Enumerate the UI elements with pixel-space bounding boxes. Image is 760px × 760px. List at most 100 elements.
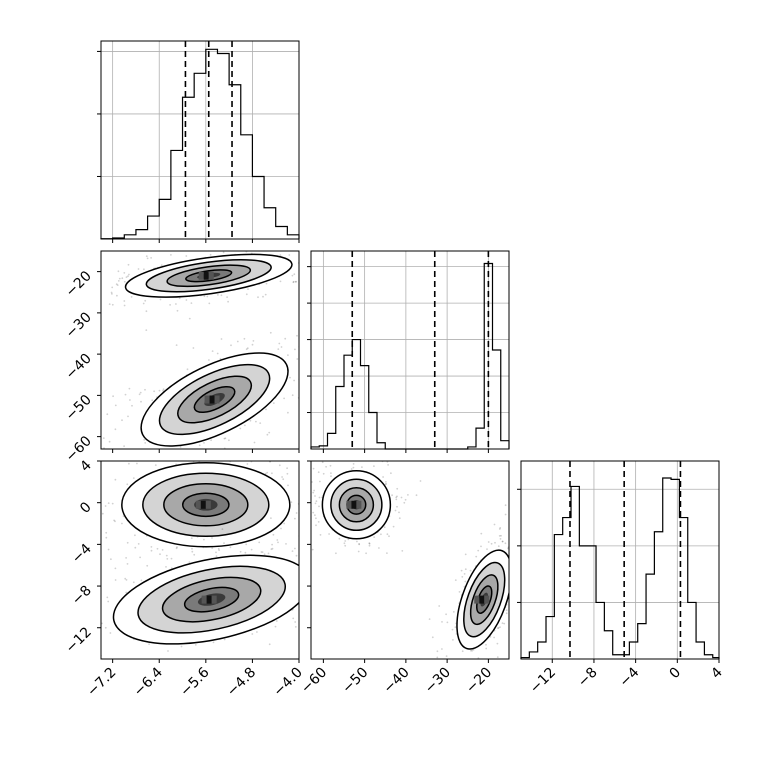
sample-point xyxy=(269,331,272,334)
sample-point xyxy=(496,642,499,645)
sample-point xyxy=(150,458,152,460)
sample-point xyxy=(154,464,157,466)
sample-point xyxy=(235,446,237,448)
sample-point xyxy=(499,527,502,529)
sample-point xyxy=(312,308,314,310)
sample-point xyxy=(287,354,289,356)
density-bin xyxy=(474,595,480,604)
sample-point xyxy=(445,613,447,616)
sample-point xyxy=(208,359,210,361)
sample-point xyxy=(398,551,400,553)
y-tick-label-p3: −12 xyxy=(63,624,95,656)
sample-point xyxy=(245,543,248,546)
sample-point xyxy=(294,348,296,351)
sample-point xyxy=(398,517,401,520)
sample-point xyxy=(111,303,114,306)
sample-point xyxy=(358,543,360,545)
sample-point xyxy=(326,251,328,253)
sample-point xyxy=(311,548,314,551)
sample-point xyxy=(45,609,47,611)
sample-point xyxy=(165,554,168,557)
sample-point xyxy=(47,632,49,634)
sample-point xyxy=(110,558,112,561)
sample-point xyxy=(344,581,346,583)
panel-frame-hist-p2 xyxy=(310,250,510,450)
sample-point xyxy=(166,558,169,560)
sample-point xyxy=(333,252,335,254)
sample-point xyxy=(255,420,257,423)
sample-point xyxy=(269,244,271,246)
sample-point xyxy=(344,540,347,542)
sample-point xyxy=(121,277,124,280)
sample-point xyxy=(359,562,361,564)
y-tick-label-p2: −20 xyxy=(63,268,95,300)
sample-point xyxy=(256,248,258,250)
sample-point xyxy=(387,464,389,466)
sample-point xyxy=(118,450,120,452)
sample-point xyxy=(299,264,301,266)
sample-point xyxy=(118,277,121,280)
sample-point xyxy=(512,577,514,579)
sample-point xyxy=(246,347,249,350)
sample-point xyxy=(185,299,188,301)
sample-point xyxy=(315,500,318,503)
sample-point xyxy=(253,441,256,444)
sample-point xyxy=(126,483,129,486)
sample-point xyxy=(391,494,393,497)
sample-point xyxy=(206,535,209,538)
sample-point xyxy=(330,344,332,346)
sample-point xyxy=(251,459,253,461)
histogram-step-p1 xyxy=(100,48,300,240)
sample-point xyxy=(220,338,223,340)
x-tick-label-p3: 4 xyxy=(708,664,726,682)
sample-point xyxy=(212,451,214,453)
sample-point xyxy=(291,394,294,397)
sample-point xyxy=(330,226,332,228)
sample-point xyxy=(95,502,97,504)
sample-point xyxy=(130,296,133,298)
sample-point xyxy=(111,502,114,505)
sample-point xyxy=(458,663,460,665)
sample-point xyxy=(325,465,327,468)
sample-point xyxy=(280,346,283,348)
sample-point xyxy=(304,261,306,263)
sample-point xyxy=(396,495,398,498)
sample-point xyxy=(350,468,353,470)
sample-point xyxy=(468,672,470,674)
sample-point xyxy=(137,268,140,270)
sample-point xyxy=(251,633,254,635)
sample-point xyxy=(454,626,457,629)
sample-point xyxy=(306,492,308,494)
sample-point xyxy=(526,525,528,527)
sample-point xyxy=(123,280,126,283)
sample-point xyxy=(512,587,514,589)
sample-point xyxy=(494,541,496,544)
sample-point xyxy=(212,641,215,644)
sample-point xyxy=(262,295,264,298)
sample-point xyxy=(361,590,363,592)
sample-point xyxy=(501,622,504,624)
sample-point xyxy=(113,519,115,522)
sample-point xyxy=(327,601,329,603)
sample-point xyxy=(270,548,273,551)
sample-point xyxy=(257,296,259,299)
panel-frame-hist-p3 xyxy=(520,460,720,660)
sample-point xyxy=(148,458,150,460)
sample-point xyxy=(461,677,463,679)
sample-point xyxy=(385,482,388,485)
sample-point xyxy=(301,497,303,499)
sample-point xyxy=(140,400,142,403)
sample-point xyxy=(188,317,191,320)
sample-point xyxy=(446,621,449,624)
sample-point xyxy=(114,567,117,570)
sample-point xyxy=(102,437,105,439)
sample-point xyxy=(124,577,127,580)
sample-point xyxy=(247,288,249,290)
sample-point xyxy=(99,272,101,274)
sample-point xyxy=(178,297,181,300)
sample-point xyxy=(61,625,63,627)
sample-point xyxy=(326,280,328,282)
sample-point xyxy=(82,516,84,518)
histogram-p3 xyxy=(517,461,720,663)
sample-point xyxy=(109,632,112,634)
